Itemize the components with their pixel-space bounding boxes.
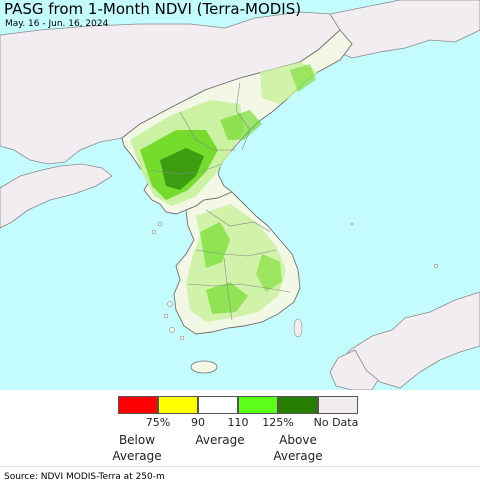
legend-tick-90: 90 (191, 416, 205, 429)
vegetation-patches (130, 62, 318, 322)
legend-above-line1: Above (279, 433, 317, 447)
shandong-peninsula (0, 163, 113, 229)
tsushima-island (293, 318, 303, 338)
legend-category-above-average: Above Average (273, 432, 322, 464)
jeju-island (190, 360, 218, 374)
legend-tick-75: 75% (145, 416, 171, 429)
japan-kyushu (329, 349, 379, 390)
map-title: PASG from 1-Month NDVI (Terra-MODIS) (4, 0, 302, 18)
legend-category-below-average: Below Average (112, 432, 161, 464)
legend-below-line2: Average (112, 449, 162, 463)
legend-below-line1: Below (118, 433, 156, 447)
legend-swatch-75-90 (158, 396, 198, 414)
province-borders (149, 81, 291, 321)
source-credit: Source: NDVI MODIS-Terra at 250-m (4, 472, 165, 482)
ndvi-map (0, 0, 480, 390)
footer: Source: NDVI MODIS-Terra at 250-m (0, 466, 480, 486)
legend: 75% 90 110 125% No Data Below Average Av… (0, 390, 480, 465)
legend-swatch-above-125 (278, 396, 318, 414)
map-subtitle: May. 16 - Jun. 16, 2024 (5, 19, 109, 29)
legend-tick-125: 125% (262, 416, 294, 429)
legend-swatch-below-75 (118, 396, 158, 414)
legend-tick-110: 110 (227, 416, 249, 429)
legend-above-line2: Average (273, 449, 323, 463)
legend-swatch-no-data (318, 396, 358, 414)
legend-average-line: Average (195, 433, 245, 447)
legend-category-average: Average (195, 432, 244, 448)
coastal-islands (151, 221, 439, 341)
legend-swatch-90-110 (198, 396, 238, 414)
legend-swatch-110-125 (238, 396, 278, 414)
legend-tick-no-data: No Data (313, 416, 359, 429)
